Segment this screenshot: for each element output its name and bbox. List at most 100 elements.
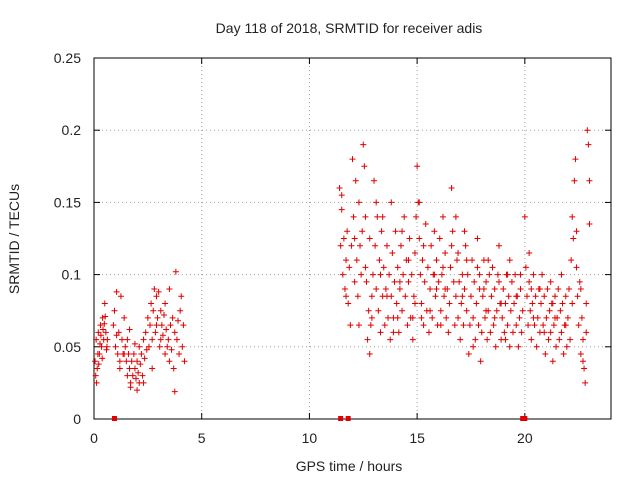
data-point	[114, 351, 121, 358]
data-point	[117, 293, 124, 300]
data-point	[452, 213, 459, 220]
data-point	[366, 235, 373, 242]
data-point	[136, 343, 143, 350]
x-tick-label: 5	[198, 430, 206, 446]
data-point	[166, 286, 173, 293]
data-point	[110, 322, 117, 329]
data-point	[123, 358, 130, 365]
x-tick-label: 10	[302, 430, 318, 446]
data-point	[421, 278, 428, 285]
data-point	[102, 313, 109, 320]
data-point	[573, 228, 580, 235]
data-point	[526, 278, 533, 285]
data-point	[394, 264, 401, 271]
data-point	[167, 322, 174, 329]
data-point	[475, 322, 482, 329]
data-point	[537, 300, 544, 307]
x-tick-labels: 0 5 10 15 20	[90, 430, 533, 446]
data-point	[515, 343, 522, 350]
data-point	[122, 343, 129, 350]
data-point	[92, 372, 99, 379]
data-point	[547, 278, 554, 285]
data-point	[381, 322, 388, 329]
data-point	[175, 317, 182, 324]
data-point	[136, 379, 143, 386]
data-point	[555, 286, 562, 293]
data-point	[343, 257, 350, 264]
data-point	[157, 307, 164, 314]
data-point	[455, 314, 462, 321]
zero-marker	[111, 416, 117, 421]
data-point	[149, 336, 156, 343]
data-point	[126, 326, 133, 333]
data-point	[579, 336, 586, 343]
data-point	[578, 314, 585, 321]
y-tick-label: 0.15	[54, 194, 81, 210]
data-point	[351, 235, 358, 242]
x-tick-label: 20	[517, 430, 533, 446]
zero-markers	[111, 416, 528, 421]
data-point	[347, 322, 354, 329]
data-point	[463, 307, 470, 314]
data-point	[179, 343, 186, 350]
data-point	[501, 329, 508, 336]
data-point	[547, 329, 554, 336]
data-point	[564, 314, 571, 321]
data-point	[576, 278, 583, 285]
data-point	[543, 314, 550, 321]
data-point	[350, 213, 357, 220]
data-point	[417, 271, 424, 278]
data-point	[517, 271, 524, 278]
data-point	[488, 293, 495, 300]
data-point	[177, 307, 184, 314]
data-point	[355, 199, 362, 206]
data-point	[550, 322, 557, 329]
data-point	[518, 329, 525, 336]
data-point	[383, 242, 390, 249]
data-point	[171, 388, 178, 395]
plot-frame	[93, 57, 612, 420]
data-point	[113, 288, 120, 295]
data-point	[142, 329, 149, 336]
data-point	[461, 228, 468, 235]
data-point	[544, 286, 551, 293]
data-point	[523, 293, 530, 300]
data-point	[433, 286, 440, 293]
data-point	[338, 206, 345, 213]
data-point	[442, 286, 449, 293]
data-point	[165, 336, 172, 343]
data-point	[382, 286, 389, 293]
data-point	[481, 314, 488, 321]
data-point	[447, 264, 454, 271]
data-point	[99, 314, 106, 321]
data-point	[358, 271, 365, 278]
data-point	[445, 329, 452, 336]
data-point	[361, 163, 368, 170]
data-point	[441, 293, 448, 300]
data-point	[100, 326, 107, 333]
data-point	[410, 293, 417, 300]
data-point	[389, 249, 396, 256]
data-point	[427, 286, 434, 293]
data-point	[172, 268, 179, 275]
data-point	[457, 336, 464, 343]
data-point	[470, 343, 477, 350]
data-point	[409, 314, 416, 321]
data-point	[97, 340, 104, 347]
data-point	[467, 293, 474, 300]
data-point	[418, 314, 425, 321]
data-point	[345, 300, 352, 307]
data-point	[489, 264, 496, 271]
data-point	[365, 307, 372, 314]
data-point	[139, 372, 146, 379]
data-point	[340, 235, 347, 242]
data-point	[414, 163, 421, 170]
data-point	[405, 278, 412, 285]
data-point	[102, 329, 109, 336]
chart-title: Day 118 of 2018, SRMTID for receiver adi…	[216, 20, 483, 36]
data-point	[416, 199, 423, 206]
data-point	[461, 286, 468, 293]
data-point	[169, 314, 176, 321]
data-point	[359, 228, 366, 235]
